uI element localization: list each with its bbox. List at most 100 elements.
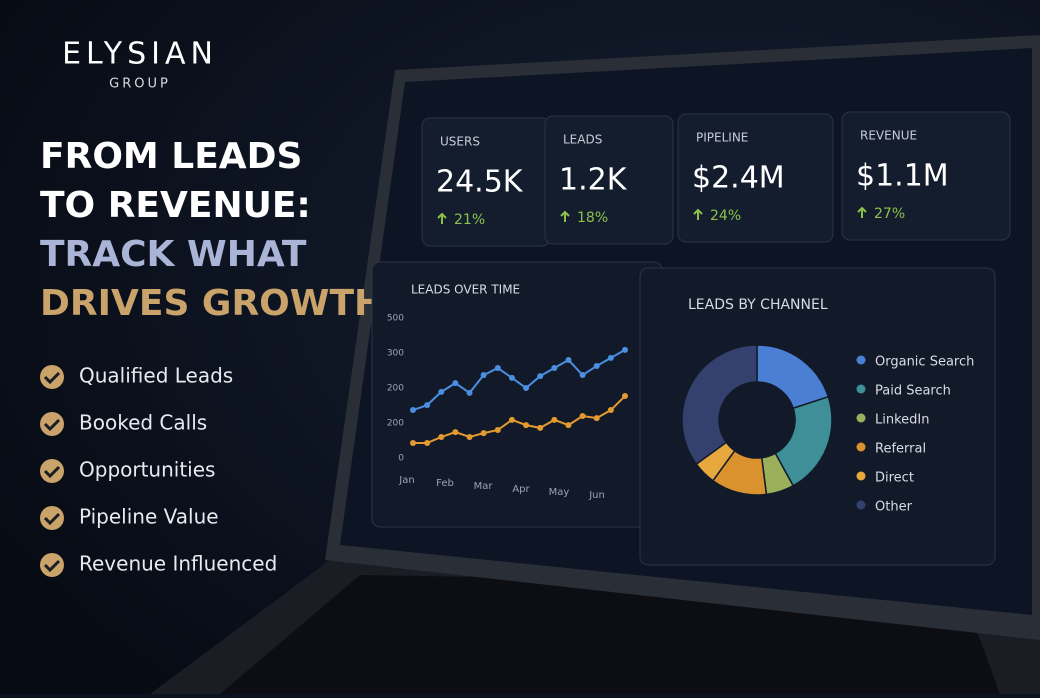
legend-dot <box>856 500 866 510</box>
checklist-item: Pipeline Value <box>79 505 219 529</box>
line-point <box>424 402 431 409</box>
kpi-change: 21% <box>454 212 485 228</box>
legend-dot <box>856 442 866 452</box>
line-point <box>537 424 544 431</box>
brand-name: ELYSIAN <box>62 37 218 72</box>
kpi-change: 18% <box>577 210 608 226</box>
line-point <box>466 389 473 396</box>
check-icon <box>40 365 64 389</box>
y-label: 500 <box>387 314 404 324</box>
kpi-arrow <box>437 212 447 224</box>
kpi-value: 1.2K <box>559 163 628 198</box>
line-point <box>551 416 558 423</box>
kpi-label: USERS <box>440 135 480 149</box>
x-label: Apr <box>512 484 530 495</box>
line-point <box>622 346 628 353</box>
kpi-card <box>544 115 674 245</box>
check-icon <box>40 506 64 530</box>
kpi-card <box>677 113 834 243</box>
x-label: Jan <box>398 475 414 486</box>
y-label: 300 <box>387 349 404 359</box>
check-mark <box>43 371 61 385</box>
line-point <box>438 388 445 395</box>
line-series <box>412 348 626 411</box>
legend-dot <box>856 355 866 365</box>
kpi-label: LEADS <box>563 133 602 147</box>
check-icon <box>40 412 64 436</box>
kpi-label: REVENUE <box>860 129 917 143</box>
x-label: Feb <box>436 478 454 489</box>
headline-line: TO REVENUE: <box>40 185 311 226</box>
checklist-item: Qualified Leads <box>79 364 233 388</box>
legend-dot <box>856 413 866 423</box>
line-point <box>480 430 487 437</box>
line-point <box>410 407 416 414</box>
line-point <box>537 373 544 380</box>
legend-label: Other <box>875 500 913 515</box>
kpi-arrow <box>857 206 867 218</box>
headline-line: TRACK WHAT <box>40 234 307 275</box>
donut-segment <box>681 344 758 466</box>
headline-line: DRIVES GROWTH <box>40 283 384 324</box>
check-icon <box>40 459 64 483</box>
line-point <box>508 374 515 381</box>
brand-sub: GROUP <box>109 77 171 92</box>
checklist-item: Booked Calls <box>79 411 207 435</box>
y-label: 200 <box>387 419 404 429</box>
legend-label: LinkedIn <box>875 413 929 428</box>
line-point <box>593 362 600 369</box>
x-label: Mar <box>474 481 494 492</box>
line-point <box>523 385 530 391</box>
line-point <box>593 415 600 422</box>
line-point <box>579 413 586 419</box>
line-point <box>438 434 445 440</box>
legend-dot <box>856 384 866 394</box>
headline-line: FROM LEADS <box>40 136 302 177</box>
donut-title: LEADS BY CHANNEL <box>688 297 828 313</box>
legend-label: Organic Search <box>875 355 974 370</box>
check-mark <box>43 559 61 573</box>
kpi-change: 27% <box>874 206 905 222</box>
kpi-change: 24% <box>710 208 741 224</box>
y-label: 0 <box>398 454 404 464</box>
kpi-value: $2.4M <box>692 161 785 196</box>
check-mark <box>43 465 61 479</box>
line-point <box>523 422 530 429</box>
kpi-arrow <box>560 210 570 222</box>
kpi-value: 24.5K <box>436 165 524 200</box>
legend-label: Referral <box>875 442 926 457</box>
check-mark <box>43 418 61 432</box>
legend-dot <box>856 471 866 481</box>
line-point <box>494 365 501 372</box>
check-mark <box>43 512 61 526</box>
line-point <box>551 365 558 372</box>
checklist-item: Revenue Influenced <box>79 552 277 576</box>
line-series <box>413 395 626 444</box>
line-point <box>607 407 614 414</box>
y-label: 200 <box>387 384 404 394</box>
kpi-arrow <box>693 208 703 220</box>
kpi-card <box>841 111 1011 241</box>
x-label: Jun <box>588 490 605 501</box>
line-point <box>579 372 586 379</box>
line-point <box>565 357 572 363</box>
line-point <box>410 439 416 446</box>
line-point <box>452 380 459 387</box>
line-point <box>480 372 487 379</box>
line-point <box>565 422 572 429</box>
check-icon <box>40 553 64 577</box>
kpi-label: PIPELINE <box>696 131 748 145</box>
line-chart-title: LEADS OVER TIME <box>411 283 520 297</box>
line-point <box>494 427 501 433</box>
kpi-value: $1.1M <box>856 159 949 194</box>
legend-label: Direct <box>875 471 914 486</box>
line-point <box>452 429 459 436</box>
checklist-item: Opportunities <box>79 458 215 482</box>
line-point <box>508 416 515 423</box>
x-label: May <box>549 487 570 498</box>
line-point <box>424 439 431 446</box>
line-point <box>622 393 628 400</box>
legend-label: Paid Search <box>875 384 951 399</box>
line-point <box>607 354 614 361</box>
